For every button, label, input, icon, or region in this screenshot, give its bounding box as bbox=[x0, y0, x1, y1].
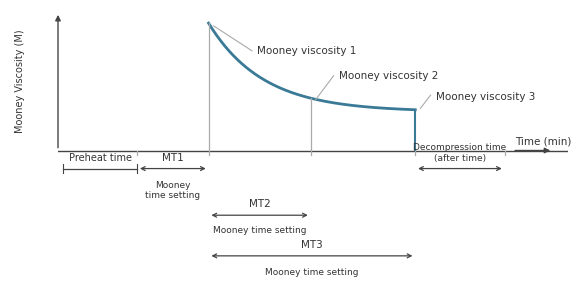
Text: MT2: MT2 bbox=[249, 199, 270, 209]
Text: MT1: MT1 bbox=[162, 153, 184, 163]
Text: Time (min): Time (min) bbox=[515, 137, 571, 147]
Text: Mooney viscosity 2: Mooney viscosity 2 bbox=[339, 71, 438, 81]
Text: Mooney Viscosity (M): Mooney Viscosity (M) bbox=[14, 29, 25, 133]
Text: Mooney viscosity 3: Mooney viscosity 3 bbox=[436, 92, 535, 101]
Text: Mooney time setting: Mooney time setting bbox=[213, 226, 306, 235]
Text: Mooney
time setting: Mooney time setting bbox=[145, 181, 201, 200]
Text: Preheat time: Preheat time bbox=[68, 153, 132, 163]
Text: Mooney viscosity 1: Mooney viscosity 1 bbox=[257, 46, 357, 56]
Text: Decompression time
(after time): Decompression time (after time) bbox=[414, 143, 506, 163]
Text: MT3: MT3 bbox=[301, 240, 323, 250]
Text: Mooney time setting: Mooney time setting bbox=[265, 268, 358, 277]
